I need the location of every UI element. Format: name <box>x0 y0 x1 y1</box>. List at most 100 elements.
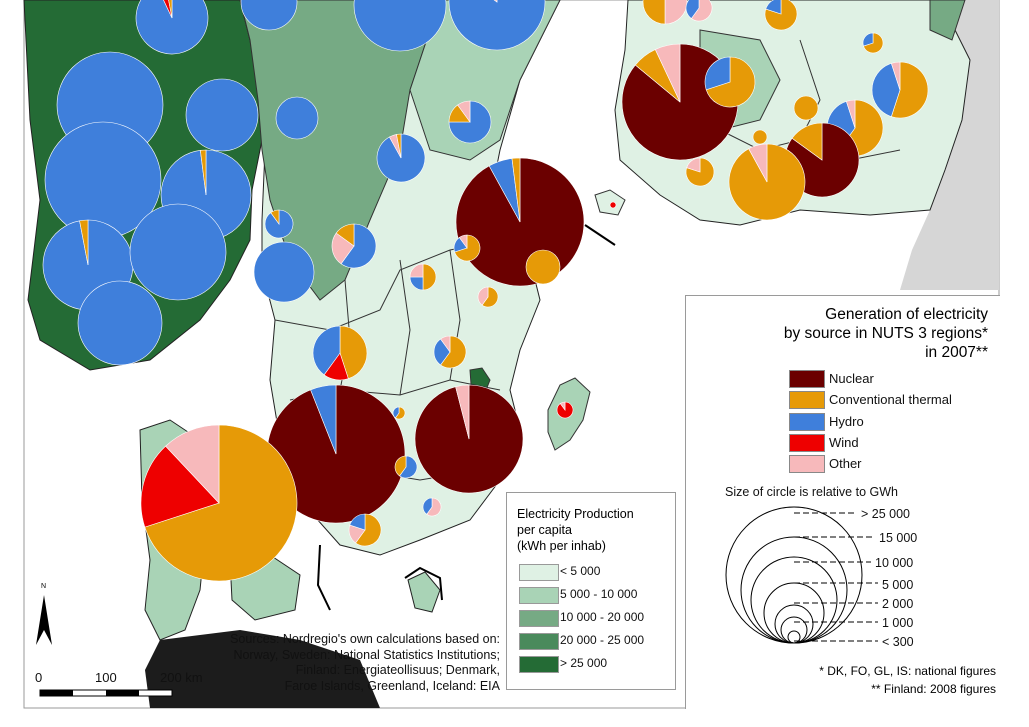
sources-line: Faroe Islands, Greenland, Iceland: EIA <box>284 678 500 693</box>
legend-label-class-2: 5 000 - 10 000 <box>560 587 638 601</box>
legend-label-conventional-thermal: Conventional thermal <box>829 392 952 407</box>
pie-slice <box>399 455 418 479</box>
pie-slice <box>871 62 901 118</box>
pie-slice <box>140 445 220 528</box>
pie-symbol <box>455 157 585 287</box>
pie-slice <box>77 280 163 366</box>
pie-slice <box>440 335 451 353</box>
pie-slice <box>559 401 566 411</box>
pie-symbol <box>240 0 298 31</box>
size-label-1000: 1 000 <box>882 616 914 630</box>
pie-symbol <box>331 223 377 269</box>
pie-slice <box>340 223 377 269</box>
pie-slice <box>458 234 468 249</box>
pie-slice <box>704 56 731 91</box>
pie-slice <box>409 263 424 278</box>
island-bornholm <box>407 571 441 613</box>
legend-label-class-4: 20 000 - 25 000 <box>560 633 645 647</box>
pie-slice <box>481 286 499 308</box>
pie-slice <box>686 157 701 173</box>
legend-label-other: Other <box>829 456 862 471</box>
pie-slice <box>331 232 355 265</box>
pie-symbol <box>422 497 442 517</box>
pie-symbol <box>728 143 806 221</box>
pie-symbol <box>348 513 382 547</box>
pie-symbol <box>752 129 768 145</box>
pie-slice <box>845 99 856 129</box>
sources-text: Sources: Nordregio's own calculations ba… <box>230 632 500 694</box>
legend-label-class-5: > 25 000 <box>560 656 608 670</box>
pie-slice <box>335 223 355 247</box>
scale-label-200: 200 km <box>160 670 203 685</box>
legend-label-wind: Wind <box>829 435 859 450</box>
pie-slice <box>339 325 368 380</box>
pie-symbol <box>764 0 798 31</box>
pie-slice <box>440 335 467 369</box>
pie-symbol <box>871 61 929 119</box>
size-circle <box>763 582 825 644</box>
size-label-300: < 300 <box>882 635 914 649</box>
pie-symbol <box>312 325 368 381</box>
sources-line: Finland: Energiateollisuus; Denmark, <box>295 663 500 677</box>
pie-slice <box>765 0 782 15</box>
footnote-line: ** Finland: 2008 figures <box>871 682 996 696</box>
legend-swatch-hydro <box>789 413 825 431</box>
pie-slice <box>752 129 768 145</box>
neighbour-land-south <box>145 630 380 708</box>
legend-title-line: by source in NUTS 3 regions* <box>783 325 988 342</box>
size-circle <box>725 506 863 644</box>
size-label-25000: > 25 000 <box>861 507 911 521</box>
pie-symbol <box>556 401 574 419</box>
pie-slice <box>793 95 819 121</box>
pie-slice <box>135 0 209 55</box>
legend-swatch-class-3 <box>519 610 559 627</box>
pie-symbol <box>433 335 467 369</box>
pie-slice <box>448 100 492 144</box>
pie-slice <box>349 513 366 531</box>
map-detail-lines <box>316 224 616 611</box>
pie-slice <box>455 384 470 440</box>
pie-slice <box>654 43 681 103</box>
pie-slice <box>890 61 901 91</box>
footnote-line: * DK, FO, GL, IS: national figures <box>819 664 996 678</box>
footnotes: * DK, FO, GL, IS: national figures ** Fi… <box>819 662 996 698</box>
scale-bar <box>39 689 173 697</box>
legend-swatch-wind <box>789 434 825 452</box>
legend-title-line: (kWh per inhab) <box>517 539 606 553</box>
pie-symbol <box>140 424 298 582</box>
pie-symbol <box>394 455 418 479</box>
legend-swatch-class-4 <box>519 633 559 650</box>
legend-title-line: in 2007** <box>925 344 988 361</box>
pie-slice <box>685 0 700 19</box>
size-label-2000: 2 000 <box>882 597 914 611</box>
size-circles-svg <box>725 506 878 644</box>
pie-slice <box>240 0 298 31</box>
pie-slice <box>448 0 546 51</box>
pie-slice <box>690 0 713 22</box>
size-label-15000: 15 000 <box>879 531 918 545</box>
pie-slice <box>395 406 406 420</box>
pie-slice <box>493 0 498 3</box>
north-arrow: N <box>36 583 52 645</box>
finland-east-region <box>929 0 966 41</box>
pie-slice <box>396 133 402 159</box>
pie-slice <box>433 338 451 366</box>
legend-title-line: Generation of electricity <box>825 306 988 323</box>
pie-symbol <box>704 56 756 108</box>
sources-line: Norway, Sweden: National Statistics Inst… <box>233 647 500 662</box>
pie-slice <box>511 157 521 223</box>
pie-slice <box>353 0 447 52</box>
pie-slice <box>310 384 337 455</box>
scale-label-0: 0 <box>35 670 43 685</box>
pie-slice <box>422 497 433 515</box>
pie-slice <box>79 219 89 266</box>
size-circle <box>750 556 838 644</box>
pie-symbol <box>135 0 209 55</box>
pie-slice <box>609 201 617 209</box>
pie-symbol <box>409 263 437 291</box>
pie-symbol <box>685 157 715 187</box>
pie-symbol <box>264 209 294 239</box>
pie-symbol <box>609 201 617 209</box>
size-circle <box>774 604 814 644</box>
